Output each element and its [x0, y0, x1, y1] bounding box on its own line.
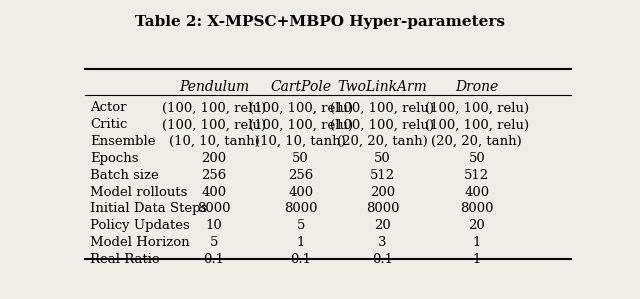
Text: 1: 1: [472, 236, 481, 249]
Text: (10, 10, tanh): (10, 10, tanh): [255, 135, 346, 148]
Text: 8000: 8000: [460, 202, 493, 215]
Text: (100, 100, relu): (100, 100, relu): [249, 118, 353, 131]
Text: CartPole: CartPole: [270, 80, 332, 94]
Text: Model rollouts: Model rollouts: [90, 185, 188, 199]
Text: 5: 5: [296, 219, 305, 232]
Text: (10, 10, tanh): (10, 10, tanh): [168, 135, 259, 148]
Text: Actor: Actor: [90, 101, 127, 115]
Text: 0.1: 0.1: [372, 253, 393, 266]
Text: 5: 5: [210, 236, 218, 249]
Text: 0.1: 0.1: [204, 253, 225, 266]
Text: 200: 200: [370, 185, 395, 199]
Text: (100, 100, relu): (100, 100, relu): [162, 118, 266, 131]
Text: 8000: 8000: [284, 202, 317, 215]
Text: Ensemble: Ensemble: [90, 135, 156, 148]
Text: 3: 3: [378, 236, 387, 249]
Text: 256: 256: [288, 169, 314, 182]
Text: Model Horizon: Model Horizon: [90, 236, 189, 249]
Text: TwoLinkArm: TwoLinkArm: [338, 80, 428, 94]
Text: Batch size: Batch size: [90, 169, 159, 182]
Text: 200: 200: [202, 152, 227, 165]
Text: Table 2: X-MPSC+MBPO Hyper-parameters: Table 2: X-MPSC+MBPO Hyper-parameters: [135, 15, 505, 29]
Text: 512: 512: [464, 169, 490, 182]
Text: (100, 100, relu): (100, 100, relu): [330, 118, 435, 131]
Text: Policy Updates: Policy Updates: [90, 219, 189, 232]
Text: 400: 400: [288, 185, 314, 199]
Text: Epochs: Epochs: [90, 152, 138, 165]
Text: 1: 1: [296, 236, 305, 249]
Text: (100, 100, relu): (100, 100, relu): [162, 101, 266, 115]
Text: 20: 20: [468, 219, 485, 232]
Text: Initial Data Steps: Initial Data Steps: [90, 202, 207, 215]
Text: Real Ratio: Real Ratio: [90, 253, 159, 266]
Text: (20, 20, tanh): (20, 20, tanh): [431, 135, 522, 148]
Text: (20, 20, tanh): (20, 20, tanh): [337, 135, 428, 148]
Text: 50: 50: [292, 152, 309, 165]
Text: (100, 100, relu): (100, 100, relu): [425, 101, 529, 115]
Text: Pendulum: Pendulum: [179, 80, 249, 94]
Text: 400: 400: [464, 185, 490, 199]
Text: (100, 100, relu): (100, 100, relu): [249, 101, 353, 115]
Text: 1: 1: [472, 253, 481, 266]
Text: 20: 20: [374, 219, 391, 232]
Text: 8000: 8000: [197, 202, 230, 215]
Text: 512: 512: [370, 169, 395, 182]
Text: 50: 50: [468, 152, 485, 165]
Text: (100, 100, relu): (100, 100, relu): [330, 101, 435, 115]
Text: 10: 10: [205, 219, 222, 232]
Text: 0.1: 0.1: [290, 253, 311, 266]
Text: 400: 400: [202, 185, 227, 199]
Text: 50: 50: [374, 152, 391, 165]
Text: Critic: Critic: [90, 118, 127, 131]
Text: 8000: 8000: [366, 202, 399, 215]
Text: 256: 256: [202, 169, 227, 182]
Text: Drone: Drone: [455, 80, 499, 94]
Text: (100, 100, relu): (100, 100, relu): [425, 118, 529, 131]
